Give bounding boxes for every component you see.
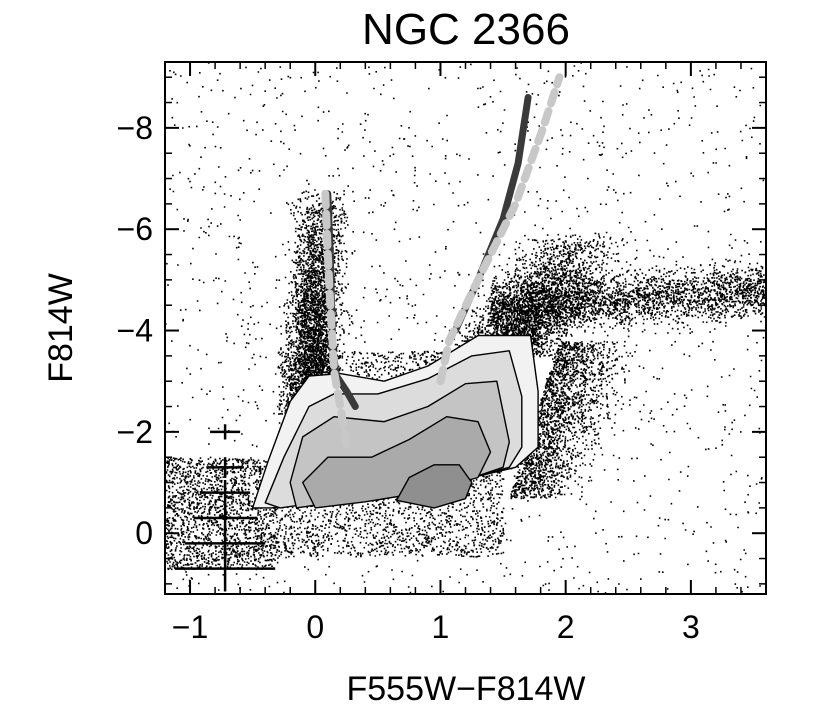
y-tick-label: −4 (117, 313, 153, 349)
density-contours (251, 334, 539, 509)
x-tick-labels: −1 0 1 2 3 (172, 609, 700, 645)
y-tick-label: 0 (135, 515, 153, 551)
error-bar-1 (210, 424, 241, 440)
error-bar-3 (200, 480, 251, 506)
isochrone-2 (321, 189, 351, 452)
data-points (165, 62, 766, 594)
x-tick-label: 2 (557, 609, 575, 645)
error-bar-2 (206, 457, 244, 478)
chart-title: NGC 2366 (362, 5, 570, 54)
error-bars (175, 424, 276, 592)
plot-area (165, 62, 766, 594)
x-tick-label: 0 (306, 609, 324, 645)
y-tick-label: −8 (117, 110, 153, 146)
contour-level-5 (395, 464, 473, 509)
y-axis-label: F814W (42, 273, 80, 383)
axis-ticks (165, 62, 767, 594)
x-tick-label: −1 (172, 609, 208, 645)
x-axis-label: F555W−F814W (346, 670, 585, 708)
isochrones (321, 73, 564, 452)
error-bar-6 (175, 545, 276, 592)
x-tick-label: 3 (682, 609, 700, 645)
x-tick-label: 1 (432, 609, 450, 645)
isochrone-4 (436, 73, 564, 386)
scatter-points (165, 62, 766, 594)
y-tick-labels: −8 −6 −4 −2 0 (117, 110, 153, 551)
plot-frame (164, 61, 767, 595)
y-tick-label: −2 (117, 414, 153, 450)
y-tick-label: −6 (117, 211, 153, 247)
